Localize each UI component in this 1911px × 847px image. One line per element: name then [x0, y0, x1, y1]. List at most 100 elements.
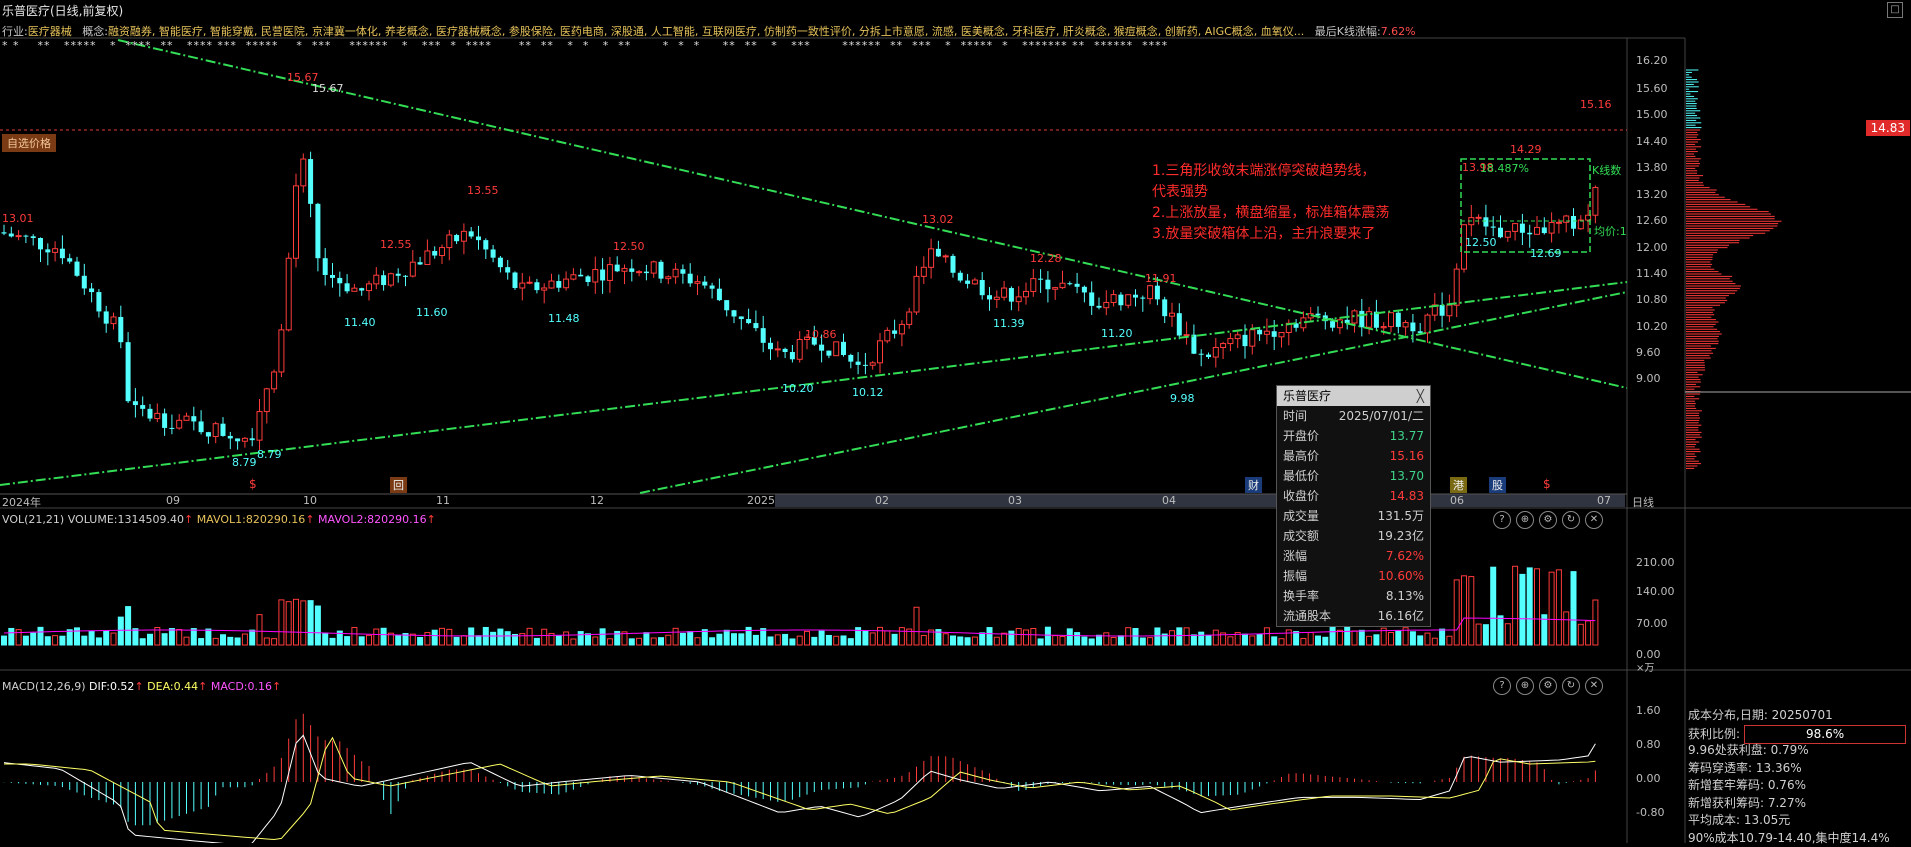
close-icon[interactable]: ✕: [1585, 677, 1603, 695]
volume-bar: [1002, 633, 1007, 645]
price-tick: 12.60: [1636, 214, 1668, 227]
refresh-icon[interactable]: ↻: [1562, 677, 1580, 695]
volume-bar: [454, 637, 459, 645]
volume-bar: [1476, 624, 1481, 645]
volume-bar: [1469, 577, 1474, 645]
volume-bar: [133, 629, 138, 645]
volume-bar: [1250, 636, 1255, 645]
custom-price-tag[interactable]: 自选价格: [2, 134, 56, 152]
event-tag-cai[interactable]: 财: [1245, 477, 1262, 493]
volume-bar: [958, 637, 963, 645]
price-label: 15.67: [312, 82, 344, 95]
help-icon[interactable]: ?: [1493, 511, 1511, 529]
zoom-icon[interactable]: ⊕: [1516, 511, 1534, 529]
candle-body: [1243, 335, 1248, 346]
period-label[interactable]: 日线: [1632, 494, 1654, 510]
macd-tick: -0.80: [1636, 806, 1664, 819]
candle-body: [257, 412, 262, 441]
tooltip-value: 7.62%: [1386, 546, 1424, 566]
candle-body: [775, 349, 780, 350]
candle-body: [659, 262, 664, 279]
price-tick: 16.20: [1636, 54, 1668, 67]
volume-bar: [826, 635, 831, 645]
candle-body: [359, 288, 364, 290]
volume-bar: [221, 635, 226, 645]
candle-body: [505, 267, 510, 272]
volume-bar: [286, 602, 291, 645]
candle-body: [89, 288, 94, 292]
candle-body: [1148, 286, 1153, 299]
event-tag-hui[interactable]: 回: [390, 477, 407, 493]
time-tick: 2025: [747, 494, 775, 507]
volume-bar: [1155, 628, 1160, 645]
candle-body: [637, 272, 642, 273]
help-icon[interactable]: ?: [1493, 677, 1511, 695]
candle-body: [1213, 347, 1218, 357]
candle-body: [1381, 327, 1386, 328]
candle-body: [1418, 331, 1423, 333]
volume-bar: [425, 633, 430, 645]
candle-body: [367, 284, 372, 291]
candle-body: [1425, 315, 1430, 333]
zoom-icon[interactable]: ⊕: [1516, 677, 1534, 695]
candle-body: [440, 248, 445, 256]
price-tick: 11.40: [1636, 267, 1668, 280]
event-tag-dollar[interactable]: $: [249, 477, 257, 491]
volume-bar: [1228, 637, 1233, 645]
candle-body: [1396, 313, 1401, 327]
close-icon[interactable]: ✕: [1585, 511, 1603, 529]
tooltip-header: 乐普医疗 ╳: [1277, 386, 1430, 406]
tooltip-title: 乐普医疗: [1283, 389, 1331, 403]
volume-bar: [790, 639, 795, 645]
tooltip-key: 开盘价: [1283, 426, 1319, 446]
arrow-up-icon: ↑: [198, 680, 207, 693]
candle-body: [1491, 227, 1496, 228]
candle-body: [1140, 298, 1145, 299]
volume-bar: [330, 638, 335, 645]
candle-body: [381, 275, 386, 285]
volume-bar: [31, 633, 36, 645]
price-label: 9.98: [1170, 392, 1195, 405]
candle-body: [1556, 222, 1561, 223]
volume-bar: [805, 631, 810, 645]
price-label: 12.28: [1030, 252, 1062, 265]
volume-bar: [629, 639, 634, 645]
candle-body: [279, 330, 284, 372]
volume-bar: [600, 629, 605, 645]
tooltip-key: 换手率: [1283, 586, 1319, 606]
volume-bar: [1075, 633, 1080, 645]
volume-bar: [1089, 639, 1094, 645]
macd-tick: 1.60: [1636, 704, 1661, 717]
volume-bar: [1148, 638, 1153, 645]
volume-bar: [710, 638, 715, 645]
volume-bar: [666, 635, 671, 645]
volume-bar: [534, 638, 539, 645]
time-tick: 04: [1162, 494, 1176, 507]
event-tag-gu[interactable]: 股: [1489, 477, 1506, 493]
candle-body: [476, 237, 481, 241]
volume-bar: [308, 601, 313, 645]
volume-bar: [914, 607, 919, 645]
candle-body: [994, 297, 999, 299]
event-tag-dollar[interactable]: $: [1543, 477, 1551, 491]
volume-bar: [235, 638, 240, 645]
candle-body: [965, 281, 970, 284]
settings-icon[interactable]: ⚙: [1539, 677, 1557, 695]
refresh-icon[interactable]: ↻: [1562, 511, 1580, 529]
settings-icon[interactable]: ⚙: [1539, 511, 1557, 529]
candle-body: [783, 349, 788, 352]
price-label: 10.86: [805, 328, 837, 341]
volume-bar: [367, 635, 372, 645]
volume-bar: [140, 639, 145, 645]
volume-bar: [1432, 638, 1437, 645]
event-tag-gang[interactable]: 港: [1450, 477, 1467, 493]
close-icon[interactable]: ╳: [1417, 386, 1424, 406]
candle-body: [45, 249, 50, 252]
volume-bar: [607, 639, 612, 645]
